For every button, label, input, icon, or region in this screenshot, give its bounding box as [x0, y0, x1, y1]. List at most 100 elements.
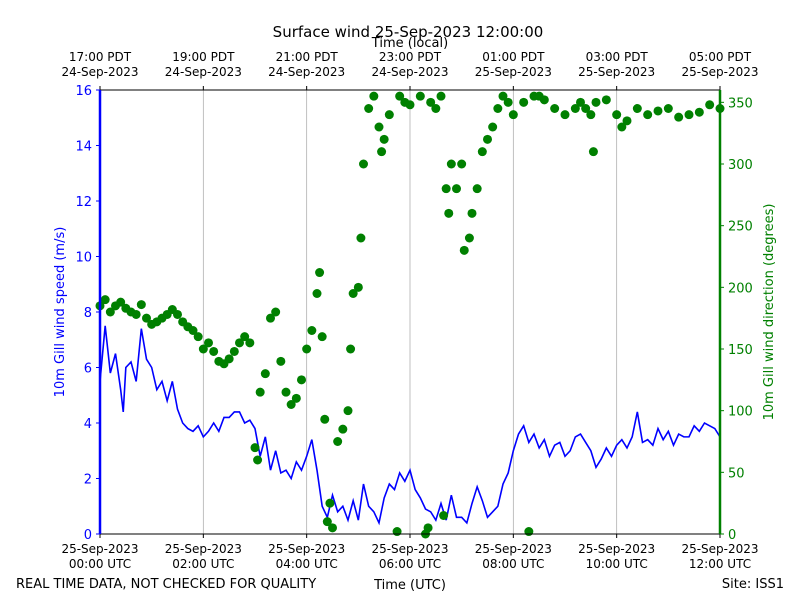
direction-point: [116, 297, 126, 307]
direction-point: [302, 344, 312, 354]
direction-point: [467, 208, 477, 218]
y-tick-label: 6: [84, 362, 92, 377]
x-tick-label: 25-Sep-2023 10:00 UTC: [578, 542, 655, 571]
direction-point: [260, 369, 270, 379]
direction-point: [229, 346, 239, 356]
direction-point: [312, 289, 322, 298]
direction-point: [209, 346, 219, 356]
direction-point: [612, 110, 622, 120]
direction-point: [617, 122, 627, 132]
direction-point: [464, 233, 474, 243]
direction-point: [508, 110, 518, 120]
direction-point: [136, 300, 146, 310]
footer-site: Site: ISS1: [722, 577, 784, 592]
direction-point: [591, 97, 601, 107]
x2-tick-label: 21:00 PDT 24-Sep-2023: [268, 50, 345, 79]
speed-line: [99, 325, 721, 526]
direction-point: [325, 498, 335, 508]
x2-tick-label: 23:00 PDT 24-Sep-2023: [371, 50, 448, 79]
direction-point: [560, 110, 570, 120]
direction-point: [364, 104, 374, 113]
y-tick-label: 2: [84, 473, 92, 488]
direction-point: [188, 326, 198, 335]
direction-point: [307, 326, 317, 335]
direction-point: [457, 159, 467, 169]
direction-point: [224, 354, 234, 364]
direction-point: [369, 91, 379, 101]
direction-point: [343, 406, 353, 416]
x2-tick-label: 19:00 PDT 24-Sep-2023: [165, 50, 242, 79]
x2-tick-label: 05:00 PDT 25-Sep-2023: [681, 50, 758, 79]
direction-point: [333, 437, 343, 446]
direction-point: [472, 184, 482, 194]
y2-tick-label: 350: [728, 96, 753, 111]
direction-point: [539, 95, 549, 105]
direction-point: [250, 443, 260, 453]
x-axis-label: Time (UTC): [373, 578, 446, 593]
direction-point: [131, 309, 141, 319]
direction-point: [346, 344, 356, 354]
y2-tick-label: 250: [728, 220, 753, 235]
direction-point: [459, 245, 469, 255]
direction-point: [377, 147, 387, 157]
direction-point: [395, 91, 405, 101]
direction-point: [235, 338, 244, 348]
y2-tick-label: 200: [728, 281, 753, 296]
y-tick-label: 16: [75, 84, 92, 99]
direction-point: [586, 110, 596, 120]
direction-point: [436, 91, 446, 101]
y2-tick-label: 150: [728, 343, 753, 358]
direction-point: [643, 110, 653, 120]
direction-point: [297, 375, 306, 385]
y-axis-label: 10m Gill wind speed (m/s): [53, 227, 68, 398]
direction-point: [338, 424, 348, 434]
direction-point: [632, 104, 642, 113]
y-tick-label: 0: [84, 528, 92, 543]
direction-point: [392, 527, 402, 537]
direction-point: [240, 332, 250, 342]
y-tick-label: 8: [84, 306, 92, 321]
y2-tick-label: 0: [728, 528, 736, 543]
direction-point: [245, 338, 255, 348]
direction-point: [193, 332, 203, 342]
direction-point: [320, 414, 330, 424]
direction-point: [105, 307, 115, 317]
x-tick-label: 25-Sep-2023 00:00 UTC: [61, 542, 138, 571]
direction-point: [322, 517, 332, 527]
y2-tick-label: 300: [728, 158, 753, 173]
direction-point: [488, 122, 498, 132]
y-tick-label: 14: [75, 140, 92, 155]
direction-point: [317, 332, 327, 342]
direction-point: [663, 104, 673, 113]
y-tick-label: 12: [75, 195, 92, 210]
direction-point: [705, 100, 715, 110]
direction-point: [519, 97, 529, 107]
y2-axis-label: 10m Gill wind direction (degrees): [762, 204, 777, 421]
direction-point: [356, 233, 366, 243]
direction-point: [423, 523, 433, 533]
y-tick-label: 4: [84, 417, 92, 432]
direction-point: [348, 289, 358, 298]
direction-point: [694, 107, 704, 117]
direction-point: [426, 97, 436, 107]
x2-axis-label: Time (local): [371, 36, 448, 51]
direction-point: [384, 110, 394, 120]
y2-tick-label: 50: [728, 466, 745, 481]
direction-point: [441, 184, 451, 194]
direction-point: [198, 344, 208, 354]
direction-point: [379, 134, 389, 144]
direction-point: [255, 387, 265, 397]
direction-point: [281, 387, 291, 397]
direction-point: [550, 104, 560, 113]
direction-point: [204, 338, 213, 348]
direction-point: [359, 159, 368, 169]
x2-tick-label: 03:00 PDT 25-Sep-2023: [578, 50, 655, 79]
x2-tick-label: 17:00 PDT 24-Sep-2023: [61, 50, 138, 79]
direction-point: [674, 112, 684, 122]
direction-point: [271, 307, 281, 317]
direction-point: [446, 159, 456, 169]
direction-point: [431, 104, 441, 113]
x2-tick-label: 01:00 PDT 25-Sep-2023: [475, 50, 552, 79]
x-tick-label: 25-Sep-2023 04:00 UTC: [268, 542, 345, 571]
